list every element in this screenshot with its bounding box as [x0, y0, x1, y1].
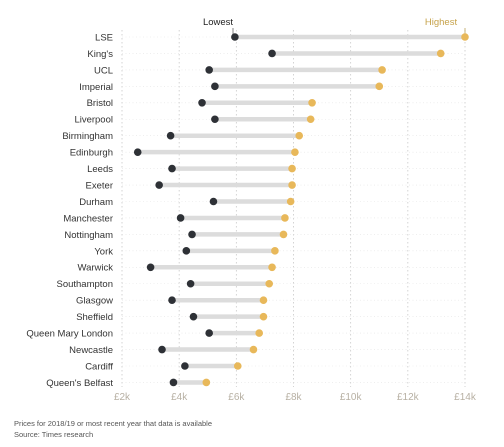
highest-dot — [378, 66, 386, 74]
lowest-dot — [155, 181, 163, 189]
x-axis-ticks: £2k £4k £6k £8k £10k £12k £14k — [114, 392, 477, 403]
lowest-dot — [186, 279, 195, 288]
highest-dot — [249, 345, 258, 354]
x-tick-label: £14k — [454, 392, 477, 403]
category-label: Queen's Belfast — [46, 378, 113, 389]
lowest-dot — [211, 82, 219, 91]
lowest-dot — [158, 345, 166, 354]
category-label: Leeds — [87, 164, 113, 175]
category-label: Newcastle — [69, 345, 113, 356]
lowest-dot — [231, 33, 239, 41]
highest-dot — [375, 82, 384, 91]
category-label: UCL — [94, 65, 113, 76]
highest-dot — [279, 230, 288, 239]
highest-dot — [259, 296, 268, 305]
category-label: Liverpool — [74, 115, 113, 126]
lowest-dot — [133, 148, 142, 156]
category-label: Southampton — [56, 279, 113, 290]
highest-dot — [202, 378, 211, 387]
x-tick-label: £2k — [114, 392, 131, 403]
x-tick-label: £12k — [397, 392, 420, 403]
connector-bars — [137, 34, 465, 385]
lowest-dot — [182, 247, 191, 255]
highest-dot — [271, 247, 279, 255]
footer-source: Source: Times research — [14, 430, 94, 439]
lowest-dot — [268, 49, 276, 58]
category-label: Exeter — [86, 180, 113, 191]
lowest-dot — [205, 329, 213, 337]
lowest-dot — [168, 164, 176, 173]
highest-dot — [288, 164, 296, 173]
highest-dot — [286, 197, 295, 206]
category-label: Birmingham — [62, 131, 113, 142]
category-label: Cardiff — [85, 361, 113, 372]
category-label: Queen Mary London — [26, 329, 113, 340]
lowest-dot — [205, 66, 213, 74]
legend-highest-label: Highest — [425, 17, 458, 28]
category-label: Glasgow — [76, 296, 113, 307]
category-label: Nottingham — [64, 230, 113, 241]
dots — [133, 33, 469, 387]
category-label: Imperial — [79, 82, 113, 93]
highest-dot — [306, 115, 315, 124]
lowest-dot — [176, 214, 185, 222]
lowest-dot — [181, 362, 189, 370]
lowest-dot — [188, 230, 196, 239]
highest-dot — [233, 362, 242, 370]
legend-lowest-label: Lowest — [203, 17, 233, 28]
legend: Lowest Highest — [203, 17, 458, 28]
category-label: York — [94, 246, 113, 257]
x-tick-label: £10k — [340, 392, 363, 403]
x-tick-label: £8k — [285, 392, 302, 403]
x-tick-label: £4k — [171, 392, 188, 403]
highest-dot — [295, 131, 304, 140]
lowest-dot — [189, 312, 198, 321]
category-label: Sheffield — [76, 312, 113, 323]
category-label: Edinburgh — [70, 148, 113, 159]
highest-dot — [265, 279, 274, 288]
footer-note: Prices for 2018/19 or most recent year t… — [14, 419, 213, 428]
highest-dot — [259, 312, 268, 321]
highest-dot — [308, 99, 316, 107]
lowest-dot — [146, 263, 155, 272]
highest-dot — [281, 214, 289, 222]
category-label: King's — [87, 49, 113, 60]
x-tick-label: £6k — [228, 392, 245, 403]
highest-dot — [268, 263, 276, 272]
highest-dot — [461, 33, 469, 41]
lowest-dot — [198, 99, 206, 107]
category-labels: LSE King's UCL Imperial Bristol Liverpool Birm… — [26, 32, 113, 388]
category-label: Bristol — [87, 98, 113, 109]
lowest-dot — [166, 131, 175, 140]
lowest-dot — [209, 197, 218, 206]
highest-dot — [288, 181, 296, 189]
highest-dot — [291, 148, 299, 156]
lowest-dot — [168, 296, 176, 305]
category-label: Warwick — [77, 263, 113, 274]
lowest-dot — [169, 378, 178, 387]
highest-dot — [255, 329, 263, 337]
lowest-dot — [211, 115, 219, 124]
grid-lines — [121, 28, 466, 387]
category-label: Manchester — [63, 213, 113, 224]
highest-dot — [436, 49, 445, 58]
category-label: Durham — [79, 197, 113, 208]
category-label: LSE — [95, 32, 113, 43]
